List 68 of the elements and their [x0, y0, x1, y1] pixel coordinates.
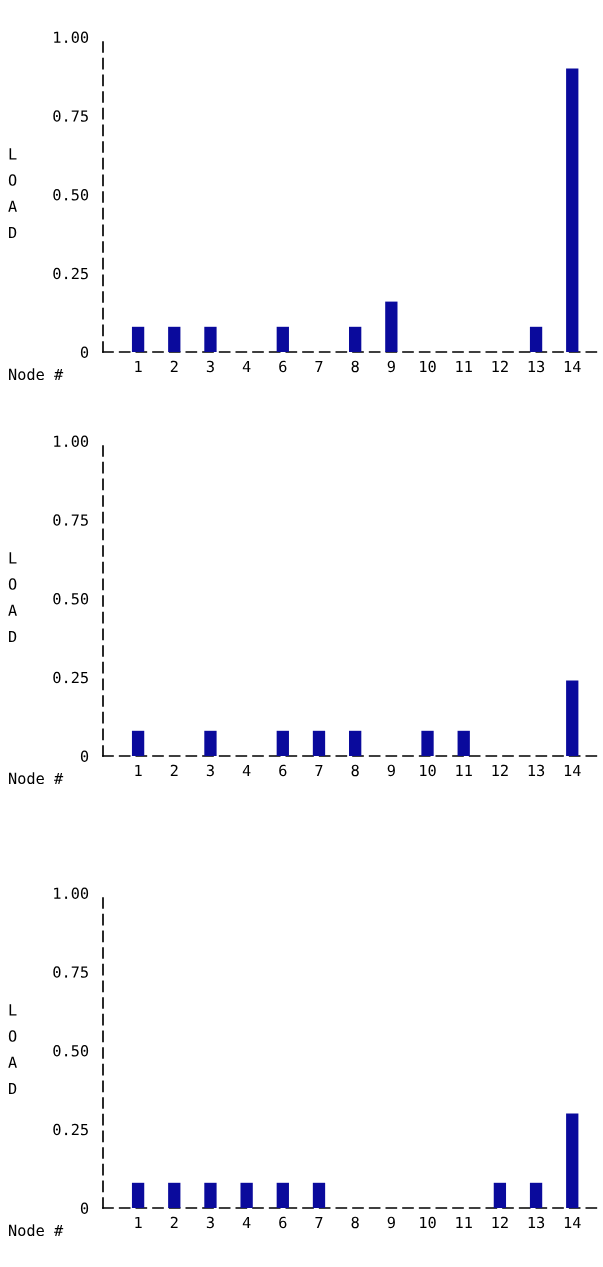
y-tick-label: 1.00	[54, 435, 89, 448]
x-tick-label: 14	[564, 764, 581, 777]
x-axis-title: Node #	[9, 772, 64, 785]
x-tick-label: 1	[135, 360, 142, 373]
x-tick-label: 6	[279, 1216, 287, 1229]
x-tick-label: 14	[564, 1216, 581, 1229]
x-tick-label: 6	[279, 360, 287, 373]
x-tick-label: 4	[242, 764, 251, 777]
x-tick-label: 9	[387, 764, 395, 777]
y-tick-label: 0.50	[53, 1045, 89, 1057]
y-tick-label: 1.00	[54, 887, 89, 900]
x-tick-label: 11	[456, 1216, 472, 1229]
x-tick-label: 8	[351, 360, 359, 373]
y-tick-label: 0	[80, 346, 89, 359]
x-axis-title: Node #	[9, 1224, 64, 1237]
bar	[566, 68, 579, 352]
x-tick-label: 2	[170, 764, 178, 777]
y-tick-label: 0.25	[53, 267, 88, 280]
x-tick-label: 2	[170, 1216, 178, 1229]
x-tick-label: 4	[242, 1216, 251, 1229]
y-tick-label: 0.50	[53, 593, 89, 605]
x-tick-label: 11	[456, 764, 472, 777]
x-tick-label: 3	[206, 360, 214, 373]
y-tick-label: 0.25	[53, 671, 88, 684]
x-tick-label: 9	[387, 360, 395, 373]
y-tick-label: 0.75	[53, 514, 88, 526]
bar	[276, 326, 289, 352]
x-tick-label: 10	[420, 360, 436, 373]
x-tick-label: 10	[420, 1216, 436, 1229]
x-tick-label: 7	[315, 1216, 323, 1229]
x-axis-title: Node #	[9, 368, 64, 381]
x-tick-label: 13	[528, 1216, 545, 1229]
x-tick-label: 12	[492, 764, 508, 777]
bar	[168, 326, 181, 352]
x-tick-label: 2	[170, 360, 178, 373]
y-tick-label: 0.25	[53, 1123, 88, 1136]
bar	[529, 326, 543, 352]
bar	[349, 326, 362, 352]
y-tick-label: 1.00	[54, 31, 89, 44]
y-tick-label: 0.75	[53, 966, 88, 978]
x-tick-label: 12	[492, 1216, 508, 1229]
x-tick-label: 3	[206, 764, 214, 777]
x-tick-label: 10	[420, 764, 436, 777]
bar	[204, 326, 217, 352]
y-axis-title: LOAD	[8, 1004, 17, 1095]
x-tick-label: 4	[242, 360, 251, 373]
x-tick-label: 8	[351, 764, 359, 777]
y-axis-title: LOAD	[8, 148, 17, 239]
x-tick-label: 6	[279, 764, 287, 777]
x-tick-label: 1	[135, 764, 142, 777]
x-tick-label: 7	[315, 764, 323, 777]
bar	[385, 301, 398, 352]
x-tick-label: 7	[315, 360, 323, 373]
x-tick-label: 12	[492, 360, 508, 373]
x-tick-label: 13	[528, 360, 545, 373]
y-tick-label: 0	[80, 750, 89, 763]
x-tick-label: 9	[387, 1216, 395, 1229]
x-tick-label: 14	[564, 360, 581, 373]
y-axis-title: LOAD	[8, 552, 17, 643]
x-tick-label: 11	[456, 360, 472, 373]
x-tick-label: 13	[528, 764, 545, 777]
x-tick-label: 3	[206, 1216, 214, 1229]
x-tick-label: 8	[351, 1216, 359, 1229]
bar	[131, 326, 145, 352]
y-tick-label: 0	[80, 1202, 89, 1215]
y-tick-label: 0.75	[53, 110, 88, 122]
x-tick-label: 1	[135, 1216, 142, 1229]
y-tick-label: 0.50	[53, 189, 89, 201]
